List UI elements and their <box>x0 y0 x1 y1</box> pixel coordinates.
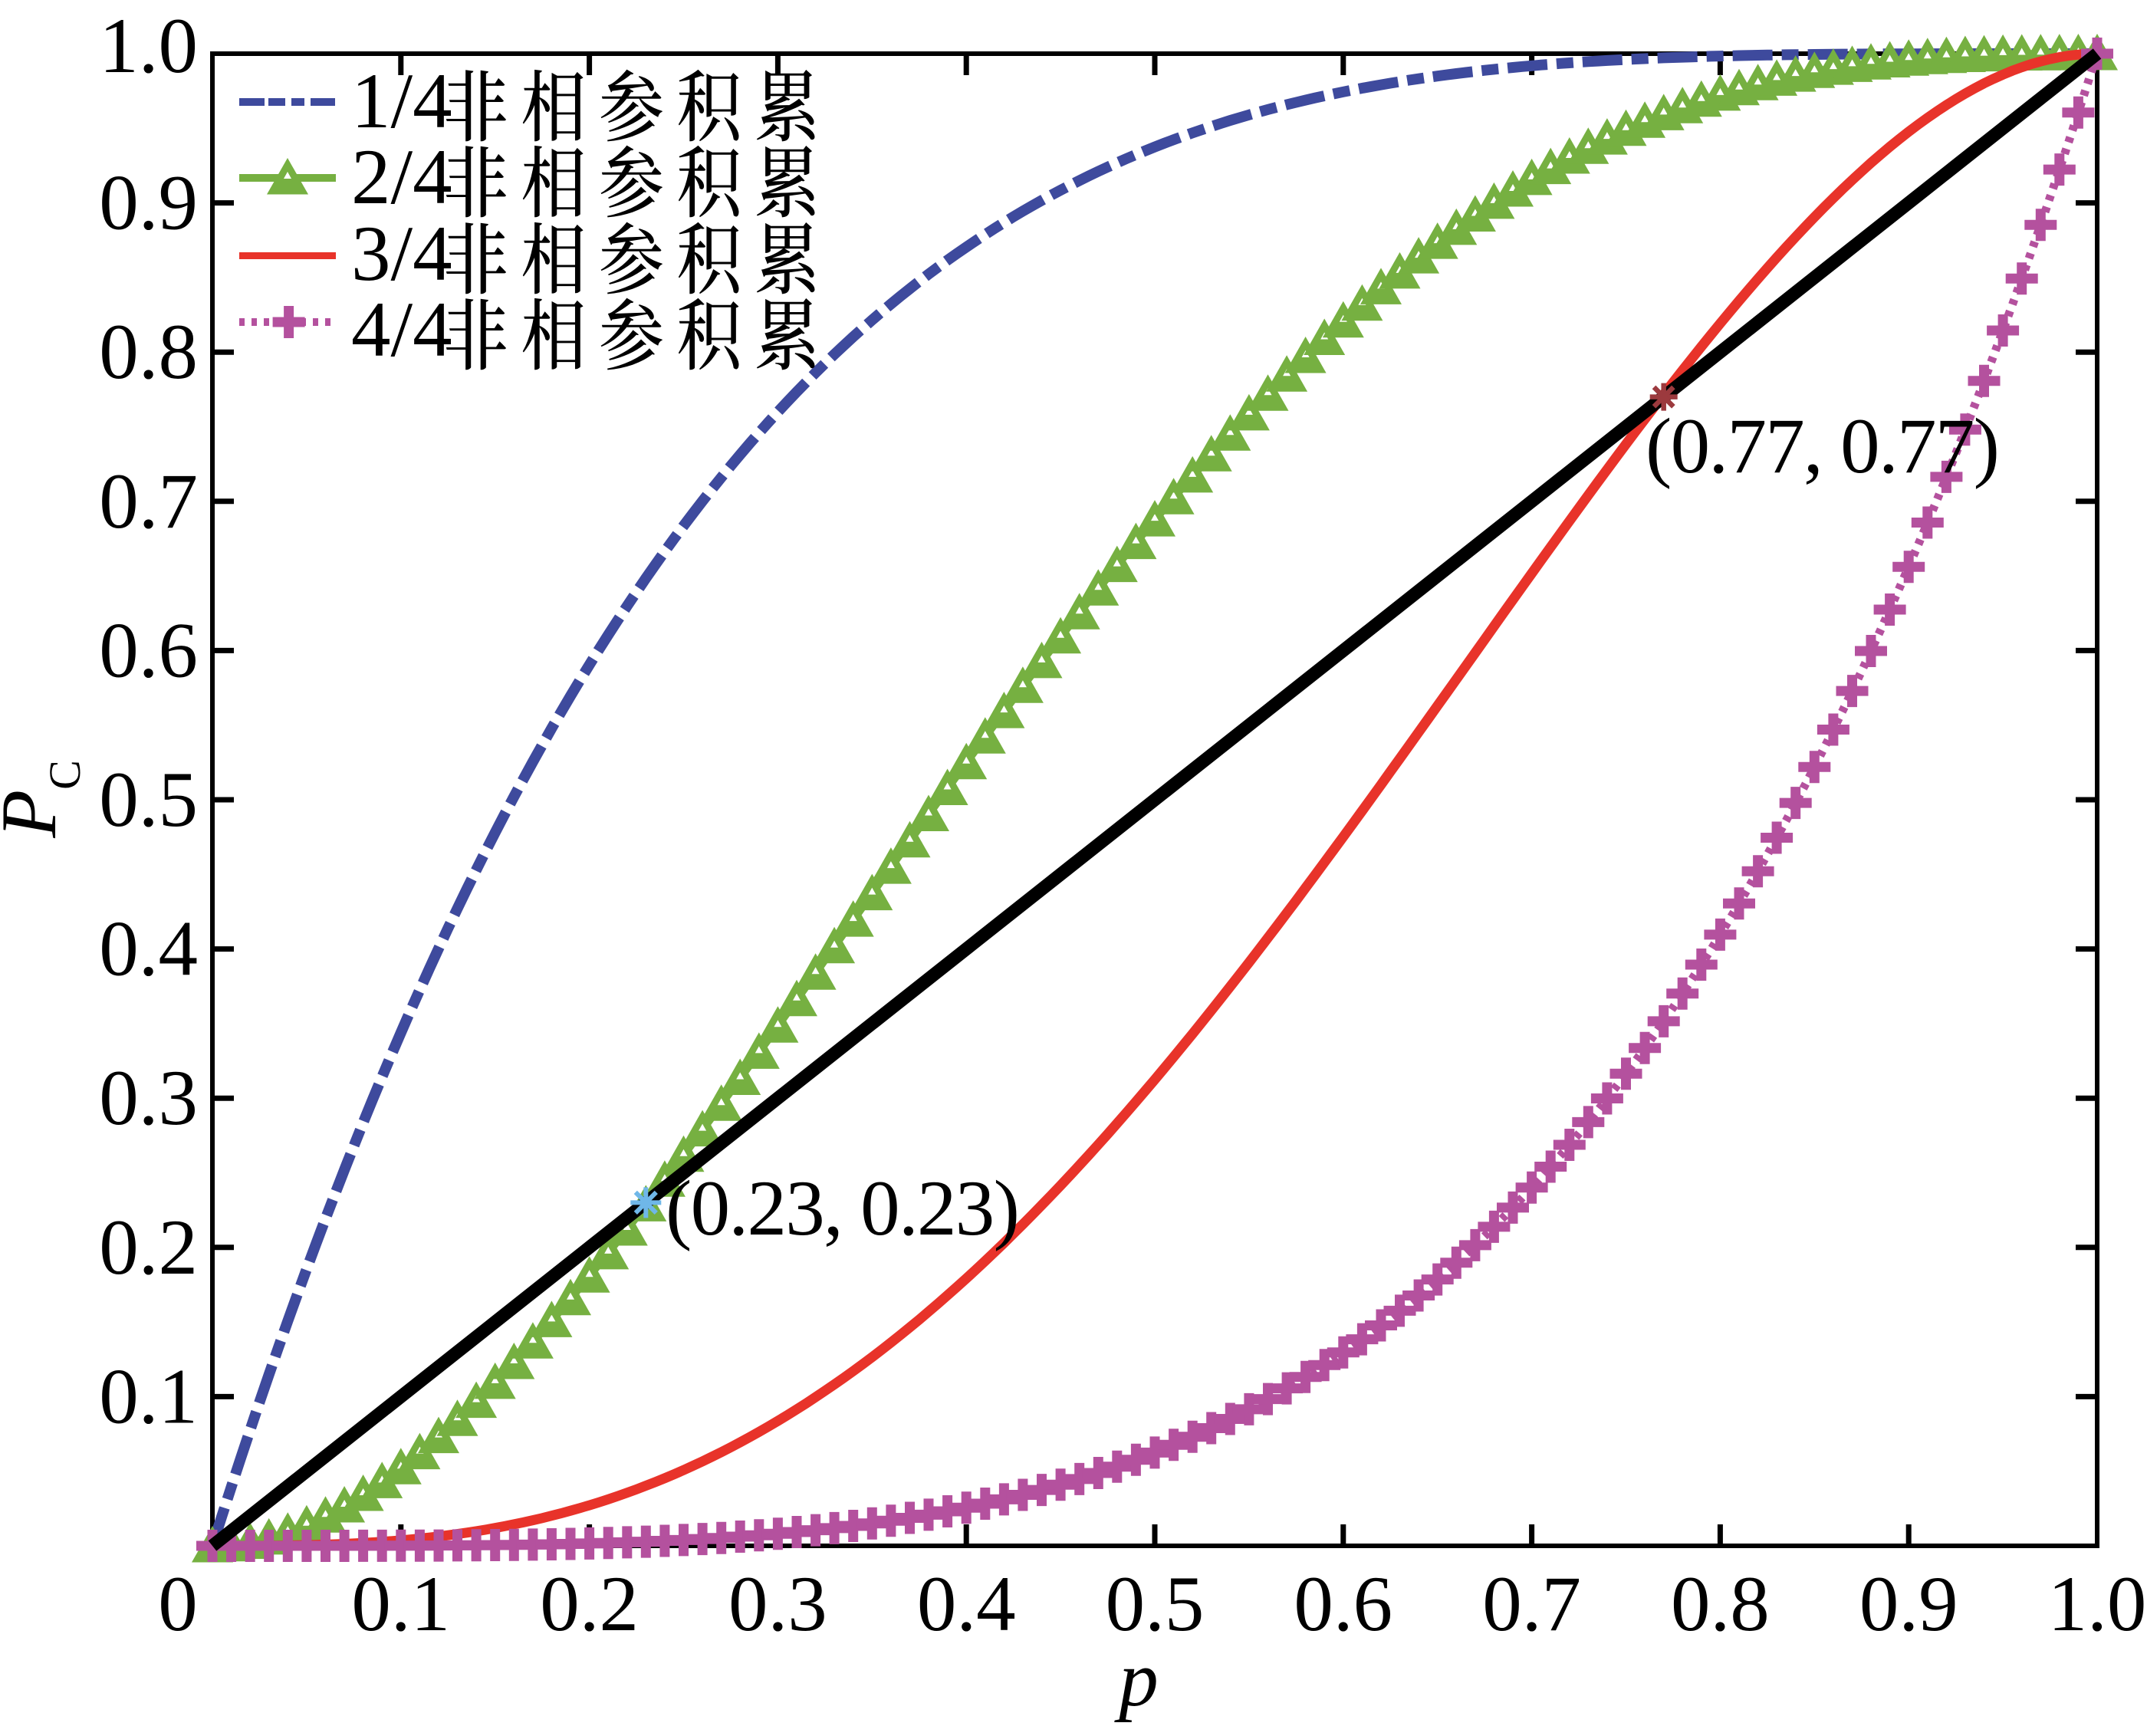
svg-text:0.7: 0.7 <box>99 458 198 545</box>
svg-text:0: 0 <box>158 1560 198 1648</box>
svg-text:2/4: 2/4 <box>351 133 452 221</box>
svg-text:0.5: 0.5 <box>99 756 198 843</box>
svg-text:0.9: 0.9 <box>1859 1560 1958 1648</box>
svg-text:0.8: 0.8 <box>99 308 198 396</box>
svg-text:0.6: 0.6 <box>99 607 198 694</box>
svg-text:0.1: 0.1 <box>99 1353 198 1440</box>
svg-text:0.4: 0.4 <box>917 1560 1016 1648</box>
svg-text:1/4: 1/4 <box>351 58 452 145</box>
svg-text:0.7: 0.7 <box>1482 1560 1581 1648</box>
svg-text:(0.23, 0.23): (0.23, 0.23) <box>666 1165 1018 1252</box>
svg-text:0.5: 0.5 <box>1106 1560 1205 1648</box>
svg-text:0.3: 0.3 <box>99 1054 198 1142</box>
svg-text:0.6: 0.6 <box>1294 1560 1392 1648</box>
svg-text:0.3: 0.3 <box>728 1560 827 1648</box>
svg-text:0.1: 0.1 <box>351 1560 450 1648</box>
svg-text:1.0: 1.0 <box>99 2 198 90</box>
svg-text:4/4: 4/4 <box>351 286 452 373</box>
svg-text:0.8: 0.8 <box>1671 1560 1770 1648</box>
svg-text:p: p <box>1113 1636 1159 1723</box>
svg-text:0.9: 0.9 <box>99 159 198 247</box>
svg-text:0.2: 0.2 <box>540 1560 639 1648</box>
svg-text:0.2: 0.2 <box>99 1204 198 1291</box>
svg-text:0.4: 0.4 <box>99 906 198 993</box>
svg-text:(0.77, 0.77): (0.77, 0.77) <box>1646 403 1998 490</box>
svg-text:1.0: 1.0 <box>2048 1560 2147 1648</box>
svg-text:3/4: 3/4 <box>351 210 452 298</box>
